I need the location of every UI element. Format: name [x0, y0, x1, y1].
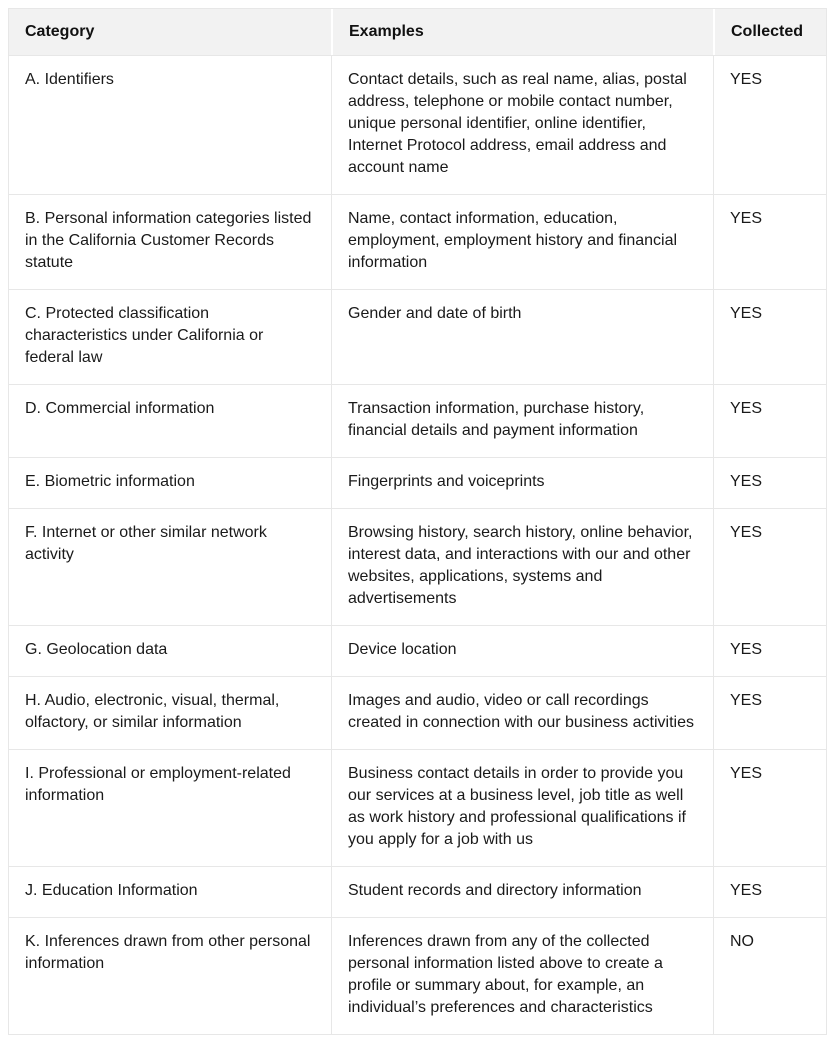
examples-cell: Transaction information, purchase histor…: [331, 384, 713, 457]
examples-cell: Student records and directory informatio…: [331, 866, 713, 917]
category-cell: D. Commercial information: [9, 384, 331, 457]
column-header-examples: Examples: [331, 9, 713, 55]
table-row: G. Geolocation data Device location YES: [9, 625, 826, 676]
examples-cell: Gender and date of birth: [331, 289, 713, 384]
collected-cell: YES: [713, 55, 826, 194]
category-cell: K. Inferences drawn from other personal …: [9, 917, 331, 1034]
examples-cell: Business contact details in order to pro…: [331, 749, 713, 866]
collected-cell: YES: [713, 508, 826, 625]
collected-cell: YES: [713, 194, 826, 289]
examples-cell: Name, contact information, education, em…: [331, 194, 713, 289]
table-row: H. Audio, electronic, visual, thermal, o…: [9, 676, 826, 749]
examples-cell: Browsing history, search history, online…: [331, 508, 713, 625]
table-row: I. Professional or employment-related in…: [9, 749, 826, 866]
table-row: J. Education Information Student records…: [9, 866, 826, 917]
collected-cell: YES: [713, 625, 826, 676]
examples-cell: Contact details, such as real name, alia…: [331, 55, 713, 194]
category-cell: A. Identifiers: [9, 55, 331, 194]
table-row: F. Internet or other similar network act…: [9, 508, 826, 625]
examples-cell: Device location: [331, 625, 713, 676]
table-header: Category Examples Collected: [9, 9, 826, 55]
examples-cell: Inferences drawn from any of the collect…: [331, 917, 713, 1034]
category-cell: G. Geolocation data: [9, 625, 331, 676]
examples-cell: Fingerprints and voiceprints: [331, 457, 713, 508]
category-cell: I. Professional or employment-related in…: [9, 749, 331, 866]
collected-cell: YES: [713, 457, 826, 508]
column-header-collected: Collected: [713, 9, 826, 55]
collected-cell: NO: [713, 917, 826, 1034]
category-cell: E. Biometric information: [9, 457, 331, 508]
table-row: K. Inferences drawn from other personal …: [9, 917, 826, 1034]
category-cell: C. Protected classification characterist…: [9, 289, 331, 384]
category-cell: B. Personal information categories liste…: [9, 194, 331, 289]
table-row: A. Identifiers Contact details, such as …: [9, 55, 826, 194]
examples-cell: Images and audio, video or call recordin…: [331, 676, 713, 749]
category-cell: J. Education Information: [9, 866, 331, 917]
table-header-row: Category Examples Collected: [9, 9, 826, 55]
table-row: C. Protected classification characterist…: [9, 289, 826, 384]
table-row: E. Biometric information Fingerprints an…: [9, 457, 826, 508]
collected-cell: YES: [713, 749, 826, 866]
table-row: D. Commercial information Transaction in…: [9, 384, 826, 457]
collected-cell: YES: [713, 384, 826, 457]
collected-cell: YES: [713, 676, 826, 749]
collected-cell: YES: [713, 866, 826, 917]
table-body: A. Identifiers Contact details, such as …: [9, 55, 826, 1034]
data-collection-table: Category Examples Collected A. Identifie…: [8, 8, 827, 1035]
collected-cell: YES: [713, 289, 826, 384]
column-header-category: Category: [9, 9, 331, 55]
category-cell: F. Internet or other similar network act…: [9, 508, 331, 625]
category-cell: H. Audio, electronic, visual, thermal, o…: [9, 676, 331, 749]
table-row: B. Personal information categories liste…: [9, 194, 826, 289]
